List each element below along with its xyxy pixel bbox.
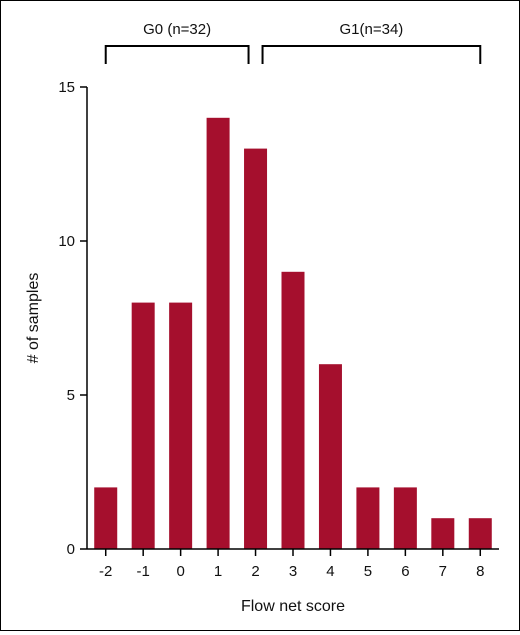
y-axis-title: # of samples [25, 273, 42, 364]
x-tick-label: 0 [176, 563, 184, 580]
bars [94, 117, 492, 550]
x-tick-label: 1 [214, 563, 222, 580]
x-tick-label: 6 [401, 563, 409, 580]
group-label: G1(n=34) [340, 21, 404, 38]
bar-5 [356, 487, 380, 549]
bar-6 [393, 487, 417, 549]
group-brackets: G0 (n=32) G1(n=34) [104, 21, 482, 64]
y-tick-label: 15 [58, 79, 75, 96]
x-tick-label: 8 [476, 563, 484, 580]
y-tick-label: 10 [58, 233, 75, 250]
bar--2 [94, 487, 118, 549]
bar-2 [244, 148, 268, 549]
x-tick-label: 3 [289, 563, 297, 580]
x-tick-label: 2 [251, 563, 259, 580]
x-tick-label: -2 [99, 563, 112, 580]
bar--1 [131, 302, 155, 549]
bar-1 [206, 117, 230, 550]
bar-8 [468, 518, 492, 549]
bar-3 [281, 271, 305, 549]
y-axis-ticks: 0 5 10 15 [58, 79, 87, 558]
bar-4 [318, 364, 342, 549]
x-axis-ticks: -2 -1 0 1 2 3 4 5 6 7 8 [99, 549, 484, 580]
bar-7 [431, 518, 455, 549]
x-tick-label: 5 [364, 563, 372, 580]
y-tick-label: 5 [67, 387, 75, 404]
x-tick-label: 7 [439, 563, 447, 580]
x-tick-label: -1 [137, 563, 150, 580]
x-axis-title: Flow net score [241, 598, 345, 615]
group-bracket [104, 45, 250, 64]
group-bracket [261, 45, 482, 64]
group-label: G0 (n=32) [143, 21, 211, 38]
bar-0 [169, 302, 193, 549]
y-tick-label: 0 [67, 541, 75, 558]
x-tick-label: 4 [326, 563, 334, 580]
